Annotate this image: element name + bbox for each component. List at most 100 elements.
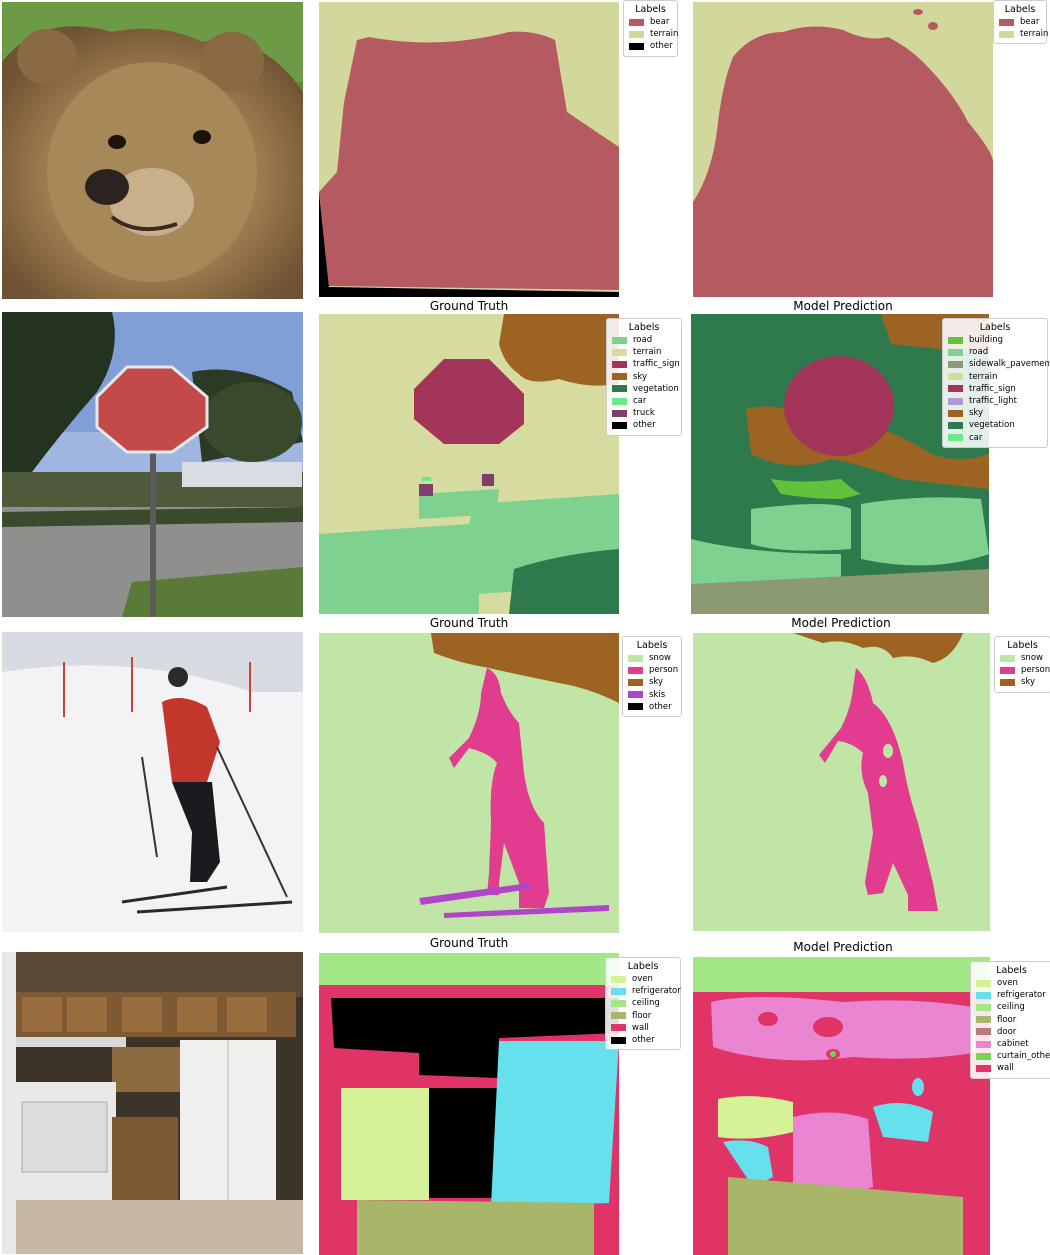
legend-item: ceiling — [611, 997, 675, 1009]
stop-sign-ground-truth-caption: Ground Truth — [429, 616, 509, 630]
legend-item: door — [976, 1026, 1047, 1038]
legend-swatch — [612, 422, 627, 430]
legend-label: vegetation — [969, 420, 1015, 431]
legend-label: oven — [997, 978, 1018, 988]
legend-swatch — [976, 1016, 991, 1024]
legend-swatch — [628, 679, 643, 686]
legend-swatch — [611, 1000, 626, 1007]
legend-swatch — [629, 30, 644, 38]
legend-label: floor — [632, 1010, 652, 1021]
legend-item: oven — [611, 973, 675, 985]
legend-label: ceiling — [997, 1002, 1025, 1013]
legend-label: sky — [633, 371, 648, 382]
legend-label: ceiling — [632, 998, 660, 1009]
legend-item: other — [612, 419, 676, 431]
legend-label: bear — [1020, 17, 1040, 27]
legend-swatch — [976, 1065, 991, 1073]
legend-item: floor — [976, 1014, 1047, 1026]
bear-prediction-mask — [693, 2, 993, 297]
legend-swatch — [628, 691, 643, 699]
legend-label: traffic_sign — [633, 359, 680, 370]
legend-swatch — [999, 18, 1014, 26]
legend-item: snow — [1000, 652, 1045, 664]
legend-item: vegetation — [948, 419, 1042, 431]
stop-sign-prediction-caption: Model Prediction — [791, 616, 891, 630]
skier-prediction-mask — [693, 633, 990, 931]
legend-label: refrigerator — [997, 990, 1046, 1001]
legend-item: sidewalk_pavement — [948, 358, 1050, 370]
legend-label: other — [650, 41, 673, 52]
legend-item: wall — [976, 1062, 1047, 1074]
legend-item: terrain — [612, 346, 676, 358]
legend-title: Labels — [635, 4, 666, 15]
legend-label: bear — [650, 17, 670, 27]
legend-swatch — [611, 987, 626, 995]
legend-label: terrain — [650, 29, 679, 40]
legend-label: wall — [997, 1063, 1014, 1074]
legend-item: wall — [611, 1022, 675, 1034]
legend-swatch — [948, 422, 963, 430]
legend-label: road — [969, 347, 989, 358]
legend-swatch — [1000, 654, 1015, 662]
legend-label: vegetation — [633, 383, 679, 394]
legend-swatch — [612, 409, 627, 417]
bear-ground-truth-caption: Ground Truth — [429, 299, 509, 313]
legend-label: oven — [632, 974, 653, 984]
legend-swatch — [948, 348, 963, 356]
legend-item: curtain_other — [976, 1050, 1050, 1062]
legend-label: sidewalk_pavement — [969, 359, 1050, 370]
legend-item: vegetation — [612, 383, 679, 395]
kitchen-ground-truth-mask — [319, 953, 619, 1255]
legend-label: car — [633, 396, 647, 407]
legend-swatch — [612, 336, 627, 344]
bear-photo — [2, 2, 303, 299]
legend-label: sky — [969, 408, 984, 419]
legend-label: other — [649, 701, 672, 712]
legend-label: other — [633, 420, 656, 431]
skier-ground-truth-mask — [319, 633, 619, 933]
legend-item: traffic_sign — [948, 383, 1042, 395]
bear-prediction-legend: Labels bear terrain — [993, 0, 1048, 45]
legend-swatch — [612, 348, 627, 356]
bear-ground-truth-mask — [319, 2, 619, 297]
legend-item: other — [629, 40, 673, 52]
legend-title: Labels — [636, 640, 668, 651]
legend-label: car — [969, 432, 983, 443]
legend-item: cabinet — [976, 1038, 1047, 1050]
legend-item: terrain — [948, 371, 1042, 383]
legend-item: floor — [611, 1010, 675, 1022]
legend-item: sky — [628, 676, 676, 688]
legend-item: building — [948, 334, 1042, 346]
legend-swatch — [628, 703, 643, 711]
legend-item: terrain — [629, 28, 678, 40]
legend-swatch — [611, 1024, 626, 1032]
legend-swatch — [976, 1052, 991, 1060]
legend-swatch — [948, 336, 963, 344]
legend-item: sky — [1000, 676, 1045, 688]
legend-label: terrain — [633, 347, 662, 358]
legend-label: traffic_sign — [969, 383, 1016, 394]
legend-item: sky — [948, 407, 1042, 419]
legend-swatch — [612, 385, 627, 393]
legend-item: traffic_light — [948, 395, 1042, 407]
legend-swatch — [976, 979, 991, 987]
legend-swatch — [976, 1028, 991, 1036]
legend-swatch — [948, 385, 963, 393]
legend-swatch — [611, 1012, 626, 1020]
legend-label: road — [633, 335, 653, 345]
legend-swatch — [611, 1036, 626, 1044]
stop-sign-photo — [2, 312, 303, 617]
legend-swatch — [999, 30, 1014, 38]
legend-label: truck — [633, 408, 655, 419]
legend-label: door — [997, 1026, 1017, 1037]
legend-label: building — [969, 335, 1004, 345]
legend-swatch — [1000, 666, 1015, 674]
legend-swatch — [628, 654, 643, 662]
legend-item: snow — [628, 652, 676, 664]
legend-swatch — [948, 361, 963, 368]
legend-item: terrain — [999, 28, 1048, 40]
legend-title: Labels — [996, 965, 1027, 976]
legend-item: sky — [612, 371, 676, 383]
bear-ground-truth-legend: Labels bear terrain other — [623, 0, 678, 57]
legend-title: Labels — [627, 961, 659, 972]
